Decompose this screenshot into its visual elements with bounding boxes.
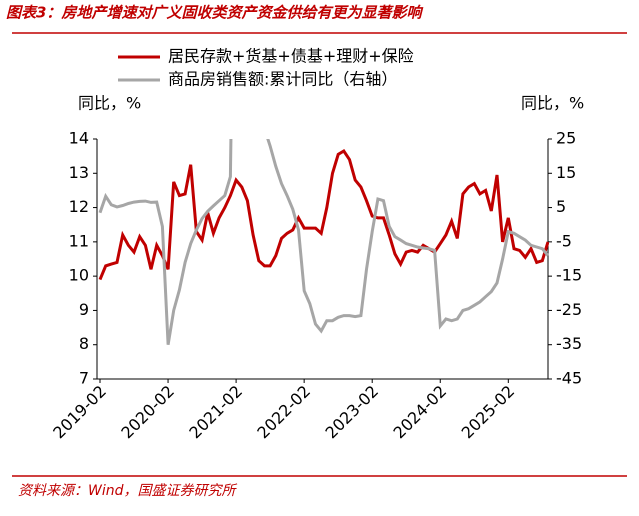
y2-tick-label: -35 [556, 334, 582, 353]
x-tick-label: 2019-02 [49, 382, 110, 443]
y2-tick-label: 5 [556, 197, 566, 216]
legend-label: 商品房销售额:累计同比（右轴） [168, 70, 397, 89]
x-tick-label: 2022-02 [253, 382, 314, 443]
y-tick-label: 9 [79, 300, 89, 319]
y-tick-label: 7 [79, 369, 89, 388]
right-axis-label: 同比，% [521, 94, 584, 113]
series-line [98, 139, 549, 345]
y-tick-label: 11 [69, 231, 89, 250]
y-tick-label: 12 [69, 197, 89, 216]
y2-tick-label: -45 [556, 369, 582, 388]
x-tick-label: 2025-02 [458, 382, 519, 443]
x-tick-label: 2023-02 [322, 382, 383, 443]
y2-tick-label: -25 [556, 300, 582, 319]
y-tick-label: 14 [69, 129, 89, 148]
y2-tick-label: -5 [556, 231, 572, 250]
legend-label: 居民存款+货基+债基+理财+保险 [168, 47, 414, 66]
y-tick-label: 8 [79, 334, 89, 353]
source: 资料来源：Wind，国盛证券研究所 [18, 483, 237, 499]
header-title: 图表3：房地产增速对广义固收类资产资金供给有更为显著影响 [6, 4, 423, 22]
y2-tick-label: 25 [556, 129, 576, 148]
y2-tick-label: 15 [556, 163, 576, 182]
series-line [98, 148, 549, 281]
left-axis-label: 同比，% [78, 94, 141, 113]
y-tick-label: 10 [69, 266, 89, 285]
x-tick-label: 2021-02 [185, 382, 246, 443]
x-tick-label: 2020-02 [117, 382, 178, 443]
x-tick-label: 2024-02 [390, 382, 451, 443]
y-tick-label: 13 [69, 163, 89, 182]
y2-tick-label: -15 [556, 266, 582, 285]
